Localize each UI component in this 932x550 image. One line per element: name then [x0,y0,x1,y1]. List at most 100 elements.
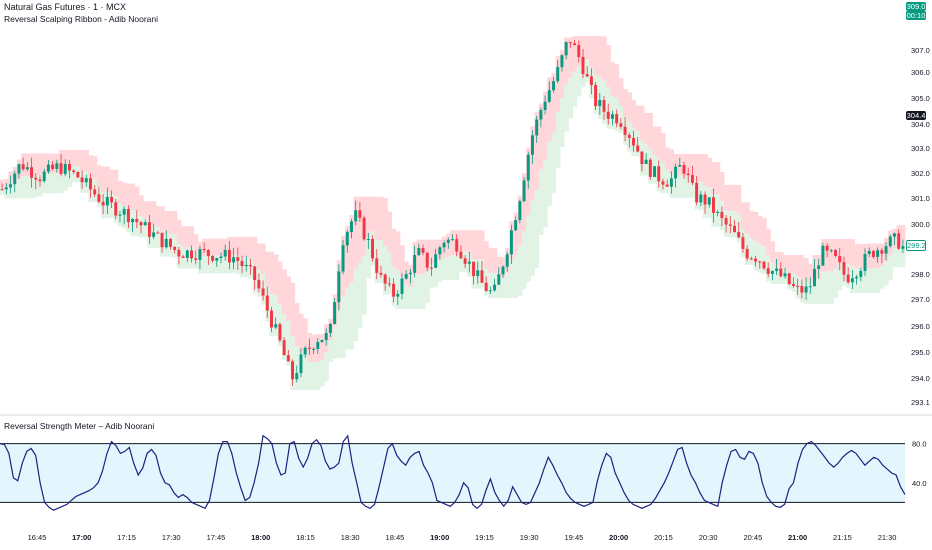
candle-body [686,173,690,176]
ribbon-bear-band [724,184,729,211]
ribbon-bull-band [534,189,540,268]
candle [808,277,812,294]
candle-body [573,43,577,46]
ribbon-bear-band [757,215,763,245]
candle-body [152,232,156,237]
ribbon-bull-band [223,255,228,274]
candle-body [299,354,303,374]
candle [67,159,71,179]
ribbon-bear-band [252,236,258,266]
ribbon-bear-band [138,195,144,217]
candle-body [38,179,42,182]
ribbon-bear-band [492,247,498,273]
candle [21,157,25,171]
ribbon-bull-band [155,227,161,248]
candle-body [143,222,147,226]
chart-title: Natural Gas Futures · 1 · MCX [4,2,127,12]
candle [429,257,433,276]
candle-body [716,211,720,213]
candle-body [362,217,366,240]
time-tick-label: 19:00 [430,533,449,542]
ribbon-bear-band [42,153,47,174]
ribbon-bear-band [164,211,169,234]
candle [585,66,589,78]
time-axis[interactable]: 16:45 17:00 17:15 17:30 17:45 18:00 18:15 18:30… [28,533,897,542]
ribbon-bull-band [387,253,392,295]
candle [211,255,215,263]
candle [425,252,429,272]
candle-body [615,114,619,124]
candle-body [825,245,829,251]
ribbon-bull-band [416,274,422,309]
candle [227,240,231,270]
candle-body [577,45,581,57]
candle-body [547,90,551,102]
candle-body [623,126,627,135]
ribbon-bear-band [808,263,813,284]
candle [476,261,480,284]
price-tick-label: 304.0 [911,120,930,129]
candle [257,273,261,293]
candle [236,247,240,270]
candle-body [114,202,118,216]
ribbon-bear-band [256,243,262,270]
ribbon-bear-band [614,64,620,98]
candle-body [118,214,122,216]
candle-body [758,261,762,263]
candle [720,206,724,227]
countdown-tag: 00:10 [906,11,926,20]
candle-body [387,283,391,285]
candle-body [589,76,593,86]
ribbon-bull-band [660,163,666,194]
candle-body [358,210,362,218]
ribbon-bear-band [349,215,355,283]
candle [345,229,349,253]
ribbon-bull-band [521,230,527,289]
ribbon-bear-band [728,184,733,212]
ribbon-bear-band [88,155,94,179]
candle-body [699,194,703,203]
candle-body [733,225,736,233]
ribbon-bull-band [509,259,515,299]
osc-level-label: 80.0 [912,440,927,449]
candle [598,93,602,115]
candle-body [337,271,341,303]
time-tick-label: 20:45 [743,533,762,542]
ribbon-bull-band [517,245,523,296]
candle [791,277,795,288]
candle [375,249,379,280]
ribbon-bear-band [479,230,485,260]
candle-body [160,232,164,248]
candle-body [568,42,572,44]
candle-body [80,177,84,183]
candle [421,244,425,256]
ribbon-bear-band [265,251,270,287]
candle [535,115,539,143]
ribbon-bear-band [260,243,266,275]
ribbon-bear-band [745,202,750,234]
candle [800,279,804,299]
candle-body [371,238,374,259]
candle-body [526,154,530,181]
candle [488,286,492,295]
candle [484,276,488,292]
candle [674,163,678,188]
candle-body [564,42,568,56]
price-axis[interactable]: 307.0 306.0 305.0 304.0 303.0 302.0 301.0 300.0… [911,46,930,407]
ribbon-bear-band [143,201,148,220]
ribbon-bull-band [690,175,696,198]
ribbon-bull-band [896,246,902,268]
candle-body [67,164,71,171]
candle [413,245,417,278]
ribbon-bull-band [551,132,557,193]
price-tick-label: 307.0 [911,46,930,55]
ribbon-bull-band [500,277,506,299]
ribbon-bear-band [79,149,85,172]
ribbon-bull-band [862,268,868,294]
ribbon-bull-band [538,169,544,236]
candle-body [198,249,202,260]
candle-body [446,239,450,243]
candle-body [648,159,652,177]
candle [253,265,257,290]
candle-body [211,256,215,261]
